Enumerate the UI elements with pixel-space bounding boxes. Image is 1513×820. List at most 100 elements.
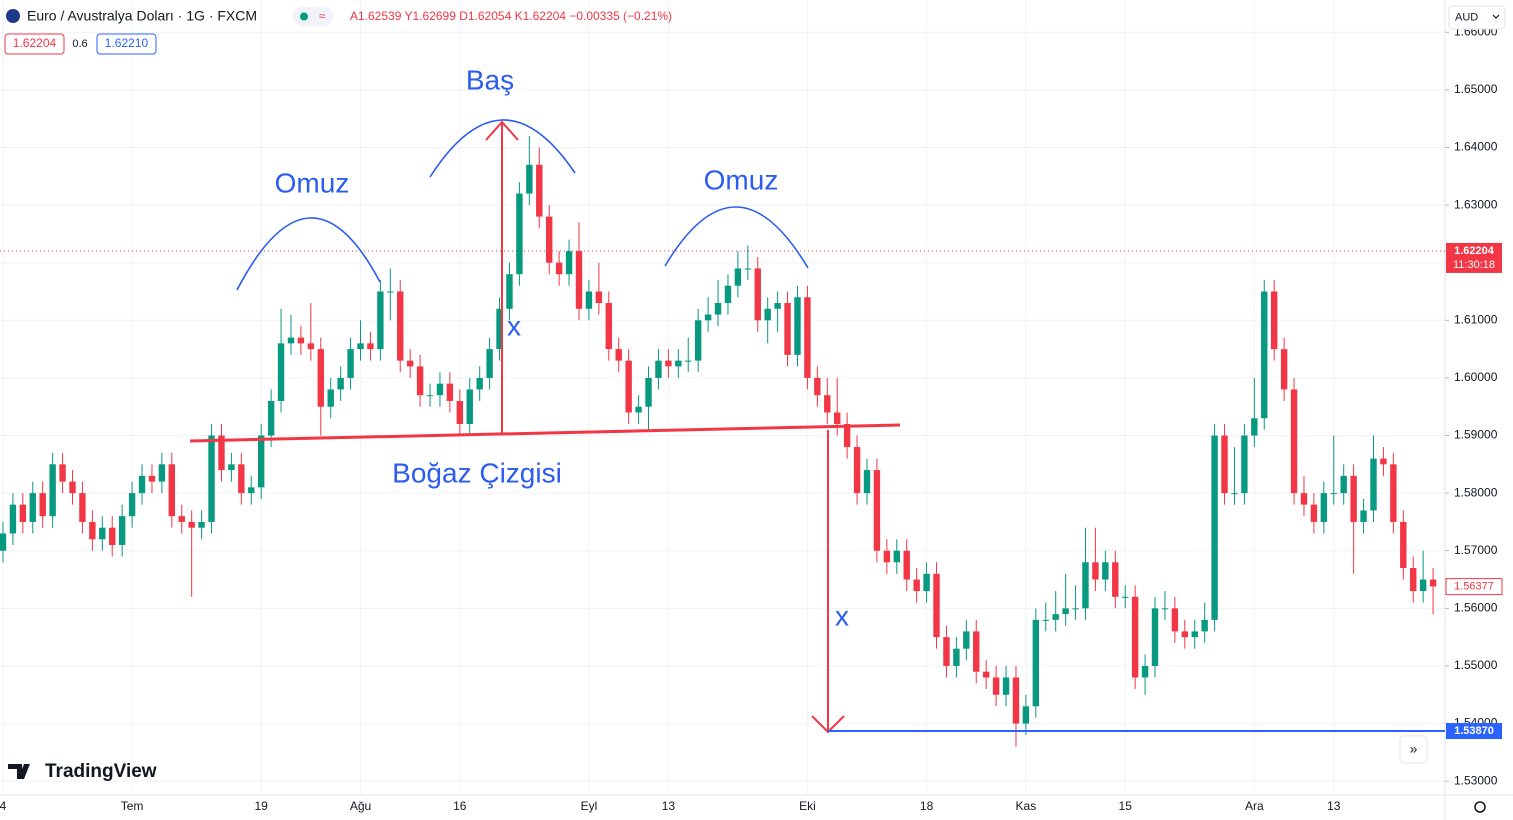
candle-body — [1300, 493, 1308, 505]
candle-body — [1002, 677, 1010, 695]
candle-body — [426, 395, 434, 397]
candle-body — [287, 337, 295, 344]
candle-body — [685, 360, 692, 362]
last-tag — [1445, 578, 1503, 596]
candle-body — [89, 521, 96, 540]
candle-body — [168, 464, 176, 517]
candle-body — [893, 550, 900, 563]
candle-body — [148, 475, 156, 482]
candle-body — [873, 470, 881, 551]
status-icon: ≈ — [319, 9, 326, 23]
candle-body — [754, 268, 761, 321]
candle-body — [1390, 464, 1397, 522]
candle-body — [128, 493, 136, 517]
candle-body — [188, 521, 195, 528]
candle-body — [9, 504, 17, 534]
annotation: x — [507, 310, 521, 341]
candle-body — [923, 573, 930, 592]
x-tick-label: Kas — [1016, 799, 1037, 813]
y-tick-label: 1.65000 — [1454, 82, 1498, 96]
candle-body — [526, 164, 533, 194]
candle-body — [1171, 608, 1179, 632]
candle-body — [1380, 458, 1387, 465]
candle-body — [198, 521, 205, 528]
x-tick-label: Eyl — [581, 799, 598, 813]
currency[interactable]: AUD — [1455, 11, 1478, 23]
candle-body — [406, 360, 414, 367]
candle-body — [1261, 291, 1268, 419]
ask[interactable]: 1.62210 — [105, 36, 149, 50]
candle-body — [1191, 631, 1198, 638]
candle-body — [1280, 349, 1288, 390]
candle-body — [357, 343, 364, 350]
candle-body — [1102, 562, 1109, 580]
scroll-icon[interactable]: » — [1410, 741, 1418, 757]
annotation: Boğaz Çizgisi — [392, 457, 562, 488]
candle-body — [1151, 608, 1159, 666]
annotation: Baş — [466, 64, 514, 95]
shoulder-arc — [236, 217, 381, 291]
y-tick-label: 1.61000 — [1454, 312, 1498, 326]
y-tick-label: 1.58000 — [1454, 485, 1498, 499]
candle-body — [1429, 579, 1437, 587]
candle-body — [704, 314, 712, 321]
y-tick-label: 1.53000 — [1454, 773, 1498, 787]
shoulder-arc — [664, 206, 809, 269]
candle-body — [913, 579, 920, 592]
y-tick-label: 1.57000 — [1454, 543, 1498, 557]
candle-body — [963, 631, 970, 649]
scroll-button[interactable] — [1399, 735, 1428, 764]
candle-body — [397, 291, 404, 361]
candle-body — [794, 297, 801, 355]
y-tick-label: 1.60000 — [1454, 370, 1498, 384]
candle-body — [1112, 562, 1119, 597]
candle-body — [764, 308, 771, 321]
candle-body — [1410, 568, 1417, 592]
price-timer: 11:30:18 — [1453, 259, 1495, 271]
target-label: 1.53870 — [1454, 725, 1494, 737]
x-tick-label: Ara — [1245, 799, 1264, 813]
candle-body — [436, 383, 444, 396]
candle-body — [625, 360, 632, 413]
candle-body — [1181, 631, 1189, 638]
candle-body — [466, 389, 473, 424]
candle-body — [446, 383, 454, 401]
candle-body — [1141, 665, 1149, 678]
bid-box[interactable] — [4, 33, 65, 55]
candle-body — [1340, 475, 1347, 494]
settings-icon[interactable] — [1474, 801, 1486, 813]
candle-body — [545, 216, 553, 263]
candle-body — [1419, 579, 1427, 592]
candle-body — [1310, 504, 1318, 522]
candle-body — [0, 533, 7, 551]
annotation: Omuz — [275, 167, 350, 198]
bid[interactable]: 1.62204 — [13, 36, 57, 50]
y-tick-label: 1.63000 — [1454, 197, 1498, 211]
y-tick-label: 1.56000 — [1454, 601, 1498, 615]
x-tick-label: 13 — [1327, 799, 1341, 813]
candle-body — [178, 516, 185, 522]
candle-body — [228, 464, 235, 471]
candle-body — [694, 320, 702, 361]
drawings: Omuz Baş Omuz x x Boğaz Çizgisi — [189, 64, 1445, 734]
candle-body — [347, 349, 354, 378]
candle-body — [1320, 493, 1328, 522]
candle-body — [1241, 435, 1248, 494]
ask-box[interactable] — [96, 33, 157, 55]
candle-body — [863, 470, 871, 494]
logo-icon — [8, 764, 30, 779]
candle-body — [297, 337, 305, 344]
candle-body — [238, 464, 245, 494]
candle-body — [585, 291, 593, 309]
candle-body — [516, 193, 523, 275]
candle-body — [99, 527, 106, 540]
candle-body — [1032, 619, 1040, 707]
x-tick-label: 4 — [0, 799, 7, 813]
candle-body — [1052, 614, 1059, 620]
arrow-head — [485, 120, 519, 141]
currency-button[interactable] — [1448, 5, 1506, 30]
spread: 0.6 — [72, 38, 87, 50]
candle-body — [59, 464, 66, 482]
